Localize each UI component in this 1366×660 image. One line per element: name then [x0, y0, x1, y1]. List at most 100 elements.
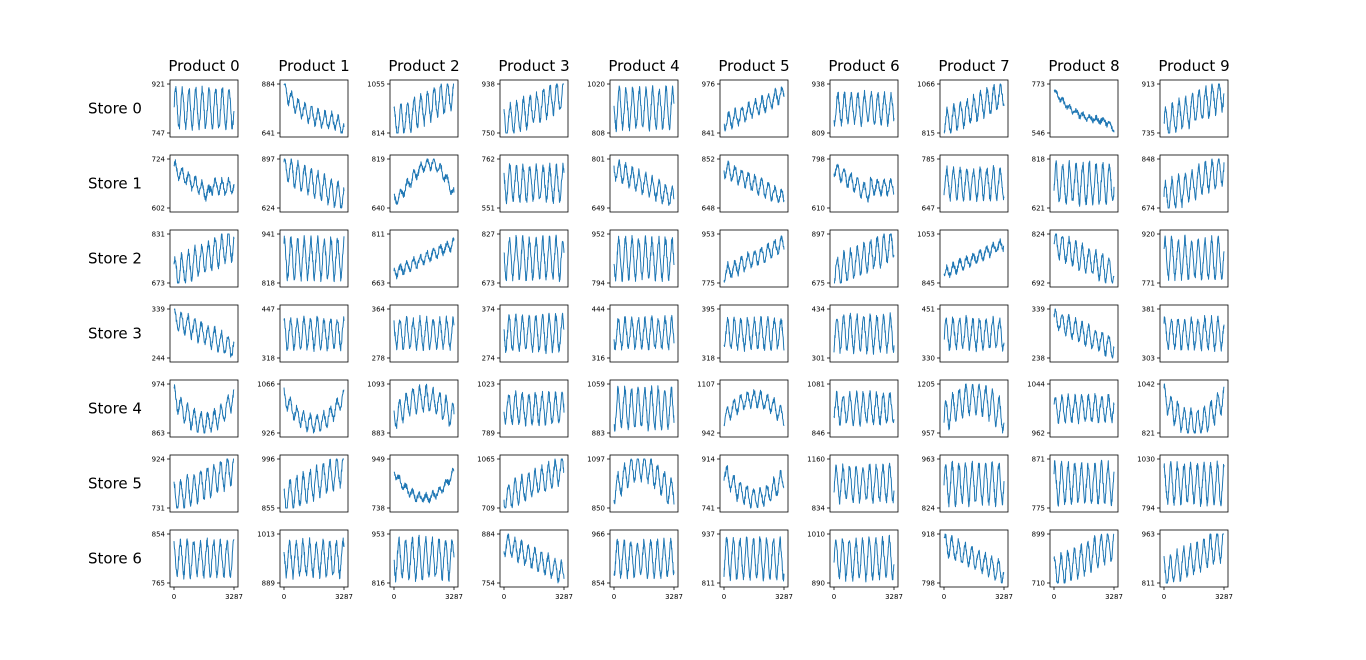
series-line — [1053, 89, 1115, 133]
y-max-tick-label: 451 — [922, 306, 935, 314]
series-line — [393, 467, 455, 504]
y-min-tick-label: 883 — [592, 430, 605, 438]
series-line — [613, 385, 675, 432]
panel: 724 602 — [152, 154, 239, 213]
panel: 1066 815 — [917, 79, 1009, 138]
y-max-tick-label: 339 — [1032, 306, 1045, 314]
y-min-tick-label: 775 — [1032, 505, 1045, 513]
panel: 949 738 — [372, 454, 459, 513]
panel-frame — [279, 229, 349, 288]
column-title: Product 0 — [168, 57, 239, 75]
column-title: Product 9 — [1158, 57, 1229, 75]
series-line — [503, 390, 565, 427]
y-min-tick-label: 610 — [812, 205, 825, 213]
series-line — [173, 85, 235, 131]
y-min-tick-label: 855 — [262, 505, 275, 513]
panel-frame — [389, 454, 459, 513]
series-line — [1053, 533, 1115, 584]
y-max-tick-label: 773 — [1032, 81, 1045, 89]
panel-frame — [939, 154, 1009, 213]
panel-frame — [719, 529, 789, 588]
y-min-tick-label: 815 — [922, 130, 935, 138]
panel-frame — [829, 304, 899, 363]
y-max-tick-label: 724 — [152, 156, 166, 164]
y-max-tick-label: 1107 — [697, 381, 715, 389]
panel: 1042 821 — [1137, 379, 1229, 438]
series-line — [283, 83, 345, 134]
y-min-tick-label: 710 — [1032, 580, 1045, 588]
y-max-tick-label: 364 — [372, 306, 386, 314]
panel: 1205 957 — [917, 379, 1009, 438]
row-label: Store 6 — [88, 550, 142, 568]
y-min-tick-label: 318 — [262, 355, 275, 363]
column-titles: Product 0 Product 1 Product 2 Product 3 Prod… — [168, 57, 1229, 75]
panel-frame — [499, 229, 569, 288]
panel: 953 775 — [702, 229, 789, 288]
panel-frame — [169, 379, 239, 438]
panel-frame — [829, 454, 899, 513]
x-tick-label: 3287 — [1215, 593, 1233, 601]
panel: 1020 808 — [587, 79, 679, 138]
panel: 451 330 — [922, 304, 1009, 363]
series-line — [1053, 308, 1115, 359]
y-min-tick-label: 794 — [1142, 505, 1156, 513]
y-min-tick-label: 640 — [372, 205, 385, 213]
y-max-tick-label: 381 — [1142, 306, 1155, 314]
x-tick-label: 0 — [392, 593, 396, 601]
y-min-tick-label: 750 — [482, 130, 495, 138]
panel-frame — [939, 454, 1009, 513]
y-max-tick-label: 1042 — [1137, 381, 1155, 389]
panel-frame — [829, 379, 899, 438]
panel: 963 824 — [922, 454, 1009, 513]
panel-frame — [939, 229, 1009, 288]
panel-frame — [389, 529, 459, 588]
y-min-tick-label: 551 — [482, 205, 495, 213]
y-min-tick-label: 890 — [812, 580, 825, 588]
panel: 1081 846 — [807, 379, 899, 438]
panel: 395 318 — [702, 304, 789, 363]
panel-frame — [609, 229, 679, 288]
y-max-tick-label: 1066 — [257, 381, 275, 389]
y-min-tick-label: 741 — [702, 505, 715, 513]
panel-frame — [1159, 79, 1229, 138]
y-max-tick-label: 938 — [482, 81, 495, 89]
y-max-tick-label: 824 — [1032, 231, 1046, 239]
series-line — [503, 458, 565, 509]
y-max-tick-label: 924 — [152, 456, 166, 464]
series-line — [943, 383, 1005, 434]
series-line — [723, 389, 785, 427]
panel: 1053 845 — [917, 229, 1009, 288]
series-line — [833, 89, 895, 128]
y-min-tick-label: 692 — [1032, 280, 1045, 288]
series-line — [1163, 533, 1225, 584]
y-max-tick-label: 852 — [702, 156, 715, 164]
y-max-tick-label: 897 — [812, 231, 825, 239]
y-max-tick-label: 1205 — [917, 381, 935, 389]
series-line — [613, 85, 675, 133]
series-line — [283, 158, 345, 209]
series-line — [173, 233, 235, 284]
y-max-tick-label: 949 — [372, 456, 385, 464]
panel: 920 771 — [1142, 229, 1229, 288]
panel-frame — [609, 79, 679, 138]
panel: 996 855 — [262, 454, 349, 513]
panel: 1097 850 — [587, 454, 679, 513]
series-line — [833, 233, 895, 284]
panel: 1093 883 — [367, 379, 459, 438]
series-line — [723, 86, 785, 132]
y-max-tick-label: 831 — [152, 231, 165, 239]
y-min-tick-label: 648 — [702, 205, 715, 213]
series-line — [833, 163, 895, 203]
panel-frame — [939, 79, 1009, 138]
y-max-tick-label: 963 — [1142, 531, 1155, 539]
y-min-tick-label: 316 — [592, 355, 606, 363]
x-tick-label: 0 — [722, 593, 726, 601]
x-tick-label: 0 — [1162, 593, 1166, 601]
y-max-tick-label: 395 — [702, 306, 715, 314]
y-min-tick-label: 663 — [372, 280, 385, 288]
y-max-tick-label: 1023 — [477, 381, 495, 389]
series-line — [503, 234, 565, 283]
y-max-tick-label: 339 — [152, 306, 165, 314]
y-max-tick-label: 1093 — [367, 381, 385, 389]
